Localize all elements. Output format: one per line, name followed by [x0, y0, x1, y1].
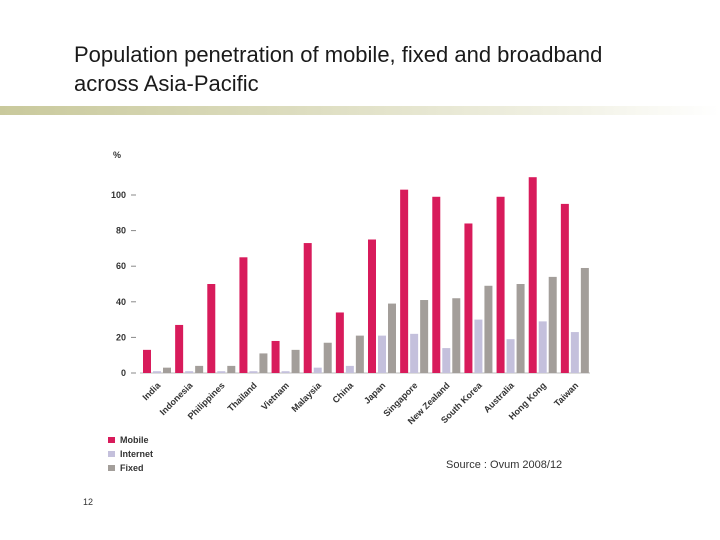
x-tick-label: Japan [362, 380, 387, 405]
y-axis-label: % [113, 150, 121, 160]
bar-fixed [420, 300, 429, 373]
bar-mobile [496, 196, 505, 373]
bar-mobile [303, 243, 312, 373]
legend-swatch-internet [108, 451, 115, 457]
slide-title: Population penetration of mobile, fixed … [74, 40, 694, 98]
bar-fixed [163, 367, 171, 373]
bar-mobile [528, 177, 537, 373]
x-tick-label: India [140, 380, 163, 403]
title-divider-bar [0, 106, 720, 115]
bar-fixed [323, 342, 332, 373]
bar-mobile [239, 257, 248, 373]
bar-internet [442, 348, 451, 373]
bar-internet [538, 321, 547, 373]
bar-internet [217, 371, 226, 373]
bar-mobile [432, 196, 441, 373]
source-note: Source : Ovum 2008/12 [446, 459, 563, 471]
legend-label-internet: Internet [120, 449, 153, 459]
bar-internet [313, 367, 322, 373]
y-tick-label: 60 [116, 261, 126, 271]
bar-fixed [195, 365, 204, 373]
bar-internet [153, 371, 161, 373]
y-tick-label: 100 [111, 190, 126, 200]
bar-fixed [516, 284, 525, 373]
bar-mobile [400, 189, 409, 373]
bar-fixed [227, 365, 236, 373]
bar-fixed [291, 349, 300, 373]
bar-fixed [580, 267, 589, 373]
slide-title-line-2: across Asia-Pacific [74, 71, 259, 96]
bar-mobile [175, 324, 184, 373]
y-tick-label: 40 [116, 297, 126, 307]
bar-internet [506, 339, 515, 373]
bar-mobile [368, 239, 376, 373]
y-tick-label: 80 [116, 226, 126, 236]
bar-fixed [452, 298, 461, 373]
slide-title-line-1: Population penetration of mobile, fixed … [74, 42, 603, 67]
bar-mobile [335, 312, 344, 373]
page-number: 12 [83, 497, 94, 507]
bar-internet [474, 319, 483, 373]
bar-mobile [143, 349, 151, 373]
bar-fixed [388, 303, 396, 373]
bar-mobile [271, 340, 280, 373]
bar-mobile [464, 223, 473, 373]
bar-mobile [207, 284, 216, 373]
bar-internet [249, 371, 258, 373]
y-tick-label: 20 [116, 332, 126, 342]
legend-label-mobile: Mobile [120, 435, 149, 445]
legend-label-fixed: Fixed [120, 463, 144, 473]
legend-swatch-fixed [108, 465, 115, 471]
bar-fixed [548, 276, 557, 373]
x-tick-label: Vietnam [259, 380, 291, 412]
bar-fixed [259, 353, 268, 373]
x-tick-label: Malaysia [290, 380, 324, 414]
bar-mobile [560, 203, 569, 373]
bar-fixed [355, 335, 364, 373]
bar-internet [345, 365, 354, 373]
bar-internet [410, 333, 419, 373]
bar-internet [570, 332, 579, 373]
legend-swatch-mobile [108, 437, 115, 443]
bar-internet [185, 371, 194, 373]
y-tick-label: 0 [121, 368, 126, 378]
bar-fixed [484, 285, 493, 373]
bar-internet [378, 335, 386, 373]
x-tick-label: Taiwan [552, 380, 580, 408]
bar-internet [281, 371, 290, 373]
x-tick-label: China [331, 380, 356, 405]
x-tick-label: Thailand [226, 380, 259, 413]
